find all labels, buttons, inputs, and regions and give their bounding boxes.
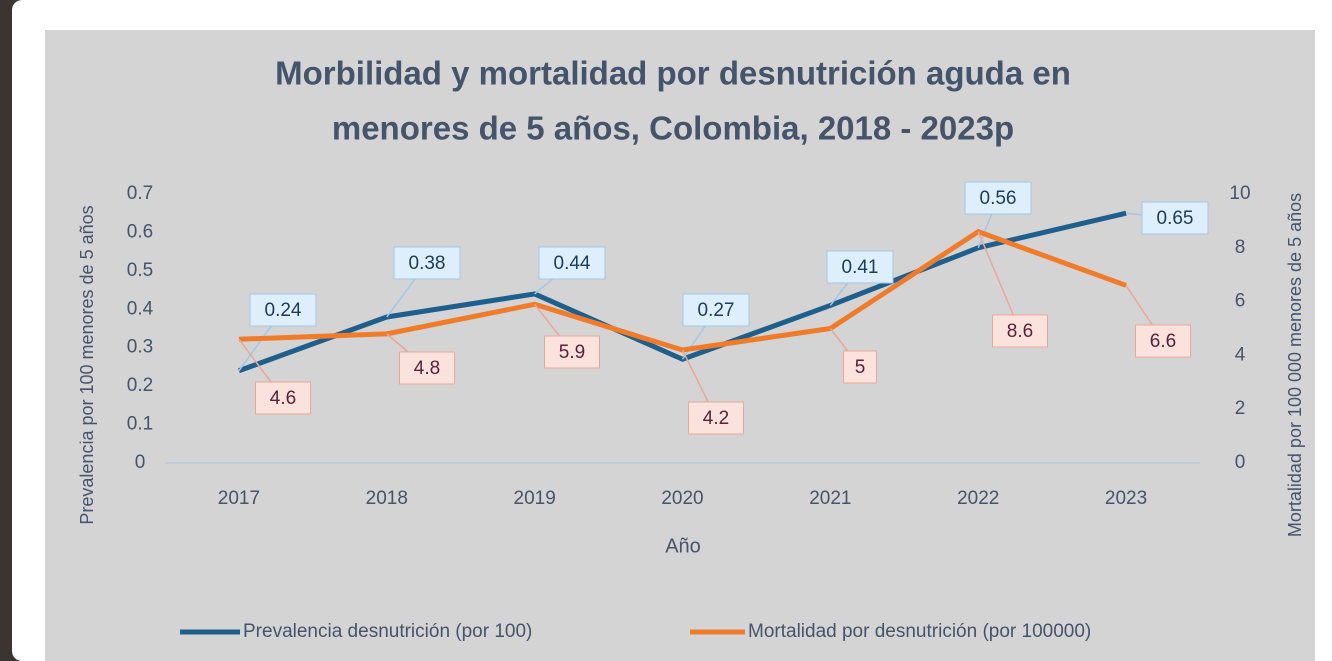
chart-title: menores de 5 años, Colombia, 2018 - 2023… [332, 110, 1014, 147]
x-tick-label: 2021 [809, 488, 851, 509]
y-tick-label: 0.2 [127, 375, 153, 396]
data-label: 0.65 [1157, 208, 1194, 229]
y2-tick-label: 8 [1235, 237, 1246, 258]
legend-label: Prevalencia desnutrición (por 100) [243, 621, 532, 642]
x-tick-label: 2023 [1105, 488, 1147, 509]
y2-axis-title: Mortalidad por 100 000 menores de 5 años [1285, 193, 1305, 537]
y2-tick-label: 0 [1235, 452, 1246, 473]
legend-label: Mortalidad por desnutrición (por 100000) [748, 621, 1091, 642]
y-tick-label: 0.4 [127, 298, 154, 319]
x-tick-label: 2022 [957, 488, 999, 509]
y-tick-label: 0.5 [127, 260, 153, 281]
y-tick-label: 0.3 [127, 337, 153, 358]
y-tick-label: 0.6 [127, 221, 153, 242]
data-label: 4.8 [414, 358, 440, 379]
y2-tick-label: 6 [1235, 291, 1246, 312]
data-label: 6.6 [1150, 331, 1176, 352]
chart-title: Morbilidad y mortalidad por desnutrición… [275, 55, 1071, 92]
y-tick-label: 0.1 [127, 414, 153, 435]
y-tick-label: 0.7 [127, 183, 153, 204]
y-tick-label: 0 [135, 452, 146, 473]
data-label: 5 [855, 357, 866, 378]
y-axis-title: Prevalencia por 100 menores de 5 años [77, 205, 97, 524]
data-label: 4.6 [270, 388, 296, 409]
y2-tick-label: 4 [1235, 344, 1246, 365]
x-tick-label: 2017 [218, 488, 260, 509]
data-label: 0.56 [980, 188, 1017, 209]
data-label: 0.41 [842, 257, 879, 278]
y2-tick-label: 2 [1235, 398, 1246, 419]
x-axis-title: Año [665, 535, 701, 557]
data-label: 4.2 [703, 408, 729, 429]
data-label: 0.24 [265, 300, 302, 321]
data-label: 0.38 [409, 253, 446, 274]
y2-tick-label: 10 [1229, 183, 1250, 204]
x-tick-label: 2020 [661, 488, 703, 509]
data-label: 8.6 [1007, 321, 1033, 342]
data-label: 0.44 [554, 253, 591, 274]
x-tick-label: 2019 [514, 488, 556, 509]
data-label: 5.9 [559, 342, 585, 363]
data-label: 0.27 [698, 300, 735, 321]
chart: Morbilidad y mortalidad por desnutrición… [0, 0, 1332, 661]
x-tick-label: 2018 [366, 488, 408, 509]
